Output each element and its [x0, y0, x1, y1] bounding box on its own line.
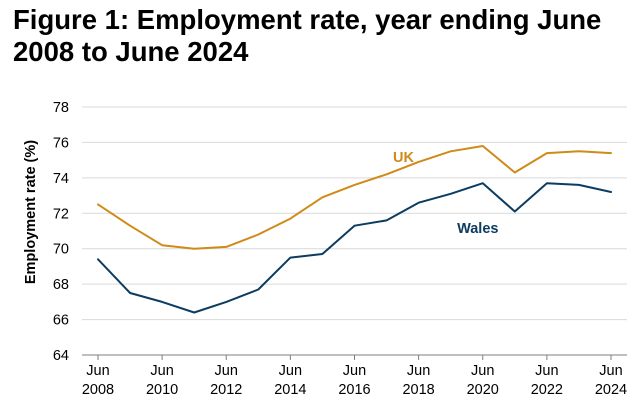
- x-tick-label-year: 2014: [274, 382, 306, 398]
- x-tick-label-year: 2018: [402, 382, 434, 398]
- series-line-uk: [97, 145, 612, 250]
- x-tick-label-year: 2016: [338, 382, 370, 398]
- x-tick-label-year: 2012: [210, 382, 242, 398]
- x-tick-label-month: Jun: [535, 363, 558, 379]
- page-title: Figure 1: Employment rate, year ending J…: [13, 4, 602, 67]
- gridlines: [82, 106, 627, 356]
- y-tick-label: 74: [53, 171, 69, 187]
- y-tick-label: 78: [53, 100, 69, 116]
- x-tick-label-month: Jun: [86, 363, 109, 379]
- x-tick-label-month: Jun: [407, 363, 430, 379]
- y-tick-label: 70: [53, 242, 69, 258]
- y-tick-label: 68: [53, 277, 69, 293]
- x-tick-label-month: Jun: [215, 363, 238, 379]
- y-tick-label: 64: [53, 348, 69, 364]
- y-tick-label: 76: [53, 135, 69, 151]
- series-label-uk: UK: [393, 150, 414, 166]
- y-axis-ticks: 64 66 68 70 72 74 76 78: [53, 100, 69, 364]
- x-tick-label-year: 2022: [531, 382, 563, 398]
- x-tick-label-month: Jun: [471, 363, 494, 379]
- x-tick-label-month: Jun: [279, 363, 302, 379]
- series-labels: UK Wales: [393, 150, 499, 237]
- y-tick-label: 72: [53, 206, 69, 222]
- x-axis-ticks: Jun 2008 Jun 2010 Jun 2012 Jun 2014 Jun 2016 Jun 20…: [82, 355, 627, 398]
- x-tick-label-year: 2008: [82, 382, 114, 398]
- x-tick-label-month: Jun: [599, 363, 622, 379]
- x-tick-label-month: Jun: [150, 363, 173, 379]
- series-line-wales: [97, 182, 612, 314]
- y-axis-label: Employment rate (%): [23, 140, 39, 284]
- x-tick-label-month: Jun: [343, 363, 366, 379]
- x-tick-label-year: 2010: [146, 382, 178, 398]
- series-lines: [97, 145, 612, 314]
- x-tick-label-year: 2024: [595, 382, 627, 398]
- y-tick-label: 66: [53, 313, 69, 329]
- x-tick-label-year: 2020: [467, 382, 499, 398]
- series-label-wales: Wales: [457, 221, 498, 237]
